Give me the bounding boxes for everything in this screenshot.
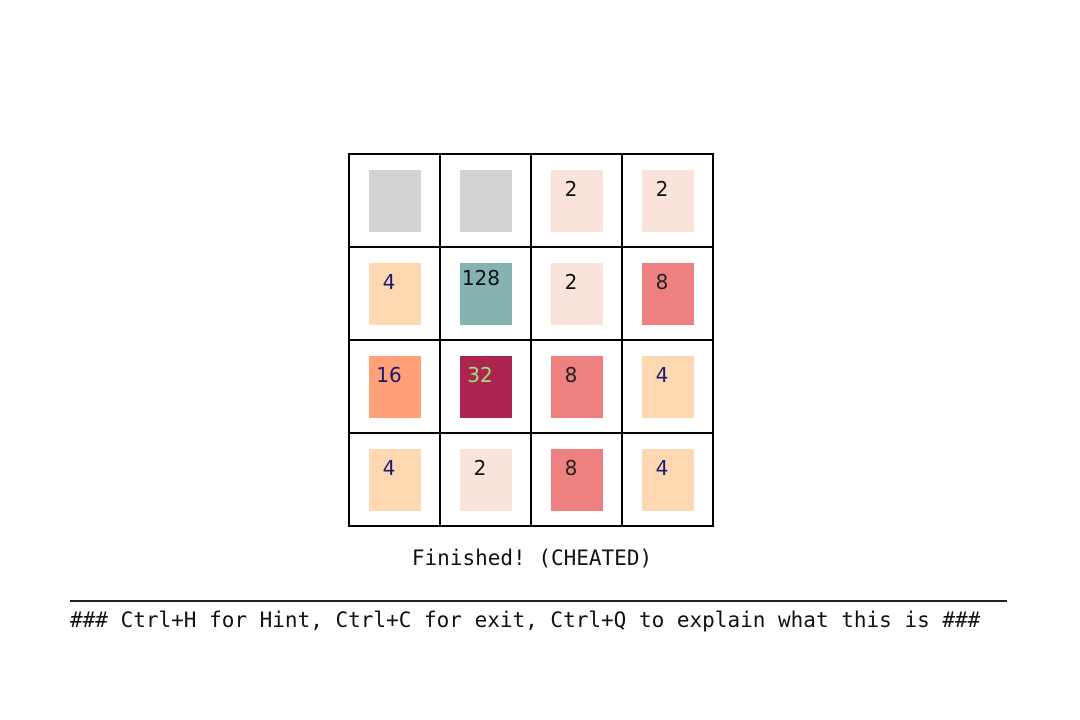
tile-2: 2 [460,449,512,511]
tile-4: 4 [642,356,694,418]
tile-8: 8 [551,356,603,418]
tile-value: 8 [564,456,578,480]
tile-128: 128 [460,263,512,325]
empty-tile [460,170,512,232]
board-cell: 2 [532,155,623,248]
board-cell: 4 [623,341,714,434]
tile-4: 4 [369,449,421,511]
board-cell: 4 [350,434,441,527]
board-cell: 16 [350,341,441,434]
tile-32: 32 [460,356,512,418]
board-cell: 4 [623,434,714,527]
tile-value: 4 [655,363,669,387]
tile-value: 2 [564,270,578,294]
tile-value: 2 [655,177,669,201]
tile-value: 4 [655,456,669,480]
tile-value: 128 [461,266,500,290]
board-cell [441,155,532,248]
tile-value: 2 [473,456,487,480]
tile-value: 2 [564,177,578,201]
board-cell [350,155,441,248]
board-cell: 2 [532,248,623,341]
tile-2: 2 [551,263,603,325]
board-cell: 8 [532,341,623,434]
game-status: Finished! (CHEATED) [411,546,653,570]
tile-value: 4 [382,456,396,480]
empty-tile [369,170,421,232]
tile-value: 8 [564,363,578,387]
tile-8: 8 [551,449,603,511]
board-cell: 8 [532,434,623,527]
tile-value: 8 [655,270,669,294]
keyboard-help: ### Ctrl+H for Hint, Ctrl+C for exit, Ct… [70,608,981,632]
tile-value: 16 [376,363,402,387]
tile-8: 8 [642,263,694,325]
separator-line [70,600,1007,602]
tile-16: 16 [369,356,421,418]
tile-4: 4 [369,263,421,325]
tile-value: 4 [382,270,396,294]
game-board: 2 2 4 128 2 8 16 32 8 4 4 2 8 4 [348,153,714,527]
board-cell: 8 [623,248,714,341]
tile-2: 2 [551,170,603,232]
board-cell: 2 [623,155,714,248]
board-cell: 4 [350,248,441,341]
board-cell: 32 [441,341,532,434]
board-cell: 128 [441,248,532,341]
tile-2: 2 [642,170,694,232]
board-cell: 2 [441,434,532,527]
tile-4: 4 [642,449,694,511]
tile-value: 32 [467,363,493,387]
